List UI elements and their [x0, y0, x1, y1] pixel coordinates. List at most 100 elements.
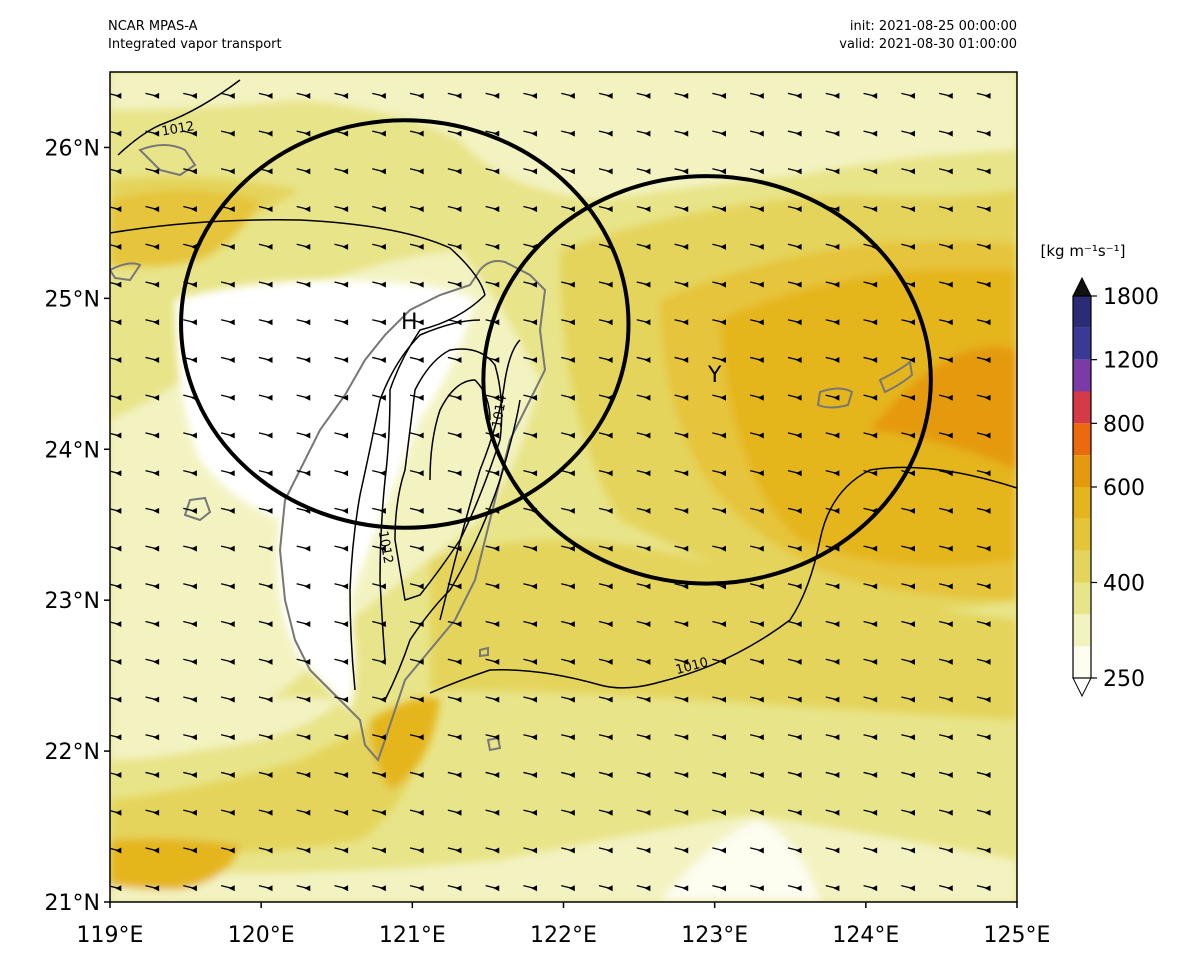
ivt-shading: [110, 72, 1017, 902]
colorbar: 250 400 600 800 1200 1800 [kg m⁻¹s⁻¹]: [1041, 242, 1159, 698]
wind-arrowhead: [946, 319, 953, 326]
wind-arrowhead: [115, 847, 122, 854]
wind-arrowhead: [304, 130, 311, 137]
wind-arrowhead: [984, 394, 991, 401]
wind-arrowhead: [304, 206, 311, 213]
wind-arrowhead: [568, 243, 575, 250]
wind-arrowhead: [531, 319, 538, 326]
wind-arrowhead: [795, 394, 802, 401]
wind-arrowhead: [795, 470, 802, 477]
wind-arrowhead: [455, 206, 462, 213]
wind-arrowhead: [531, 168, 538, 175]
wind-arrowhead: [795, 772, 802, 779]
wind-arrowhead: [757, 696, 764, 703]
wind-arrowhead: [908, 621, 915, 628]
wind-arrowhead: [984, 92, 991, 99]
wind-arrowhead: [153, 885, 160, 892]
wind-arrowhead: [417, 583, 424, 590]
wind-arrowhead: [908, 734, 915, 741]
wind-arrowhead: [228, 583, 235, 590]
wind-arrowhead: [871, 658, 878, 665]
colorbar-segment: [1073, 327, 1091, 360]
wind-arrowhead: [908, 281, 915, 288]
wind-arrowhead: [908, 545, 915, 552]
wind-arrowhead: [531, 583, 538, 590]
wind-arrowhead: [493, 357, 500, 364]
wind-arrowhead: [228, 847, 235, 854]
wind-arrowhead: [379, 621, 386, 628]
wind-arrowhead: [871, 206, 878, 213]
y-tick-label: 22°N: [45, 740, 100, 765]
wind-arrowhead: [228, 621, 235, 628]
wind-arrowhead: [342, 658, 349, 665]
wind-arrowhead: [568, 885, 575, 892]
wind-arrowhead: [644, 357, 651, 364]
wind-arrowhead: [342, 470, 349, 477]
wind-arrowhead: [153, 92, 160, 99]
colorbar-extend-bottom: [1072, 677, 1092, 698]
wind-arrowhead: [833, 206, 840, 213]
wind-arrowhead: [342, 772, 349, 779]
wind-arrowhead: [568, 507, 575, 514]
wind-arrowhead: [682, 243, 689, 250]
wind-arrowhead: [682, 847, 689, 854]
wind-arrowhead: [833, 734, 840, 741]
wind-arrowhead: [833, 432, 840, 439]
wind-arrowhead: [908, 470, 915, 477]
wind-arrowhead: [720, 470, 727, 477]
wind-arrowhead: [946, 168, 953, 175]
wind-arrowhead: [606, 281, 613, 288]
wind-arrowhead: [304, 583, 311, 590]
y-tick-label: 21°N: [45, 891, 100, 916]
wind-arrowhead: [417, 621, 424, 628]
wind-arrowhead: [266, 130, 273, 137]
wind-arrowhead: [115, 772, 122, 779]
wind-arrowhead: [984, 243, 991, 250]
wind-arrowhead: [606, 507, 613, 514]
y-tick-label: 23°N: [45, 589, 100, 614]
wind-arrowhead: [304, 394, 311, 401]
wind-arrowhead: [871, 885, 878, 892]
wind-arrowhead: [228, 394, 235, 401]
colorbar-segment: [1073, 582, 1091, 615]
wind-arrowhead: [493, 772, 500, 779]
wind-arrowhead: [228, 92, 235, 99]
colorbar-tick-label: 1800: [1103, 285, 1159, 310]
wind-arrowhead: [644, 92, 651, 99]
wind-arrowhead: [417, 507, 424, 514]
wind-arrowhead: [946, 470, 953, 477]
colorbar-segment: [1073, 518, 1091, 551]
colorbar-tick-label: 800: [1103, 412, 1145, 437]
wind-arrowhead: [266, 583, 273, 590]
wind-arrowhead: [833, 507, 840, 514]
wind-arrowhead: [871, 545, 878, 552]
wind-arrowhead: [379, 583, 386, 590]
wind-arrowhead: [531, 658, 538, 665]
wind-arrowhead: [531, 621, 538, 628]
x-tick-label: 125°E: [984, 923, 1051, 948]
colorbar-segment: [1073, 359, 1091, 392]
wind-arrowhead: [228, 507, 235, 514]
wind-arrowhead: [342, 545, 349, 552]
wind-arrowhead: [757, 470, 764, 477]
y-axis-ticks: 21°N 22°N 23°N 24°N 25°N 26°N: [45, 136, 110, 916]
wind-arrowhead: [644, 545, 651, 552]
wind-arrowhead: [115, 319, 122, 326]
wind-arrowhead: [379, 545, 386, 552]
wind-arrowhead: [568, 319, 575, 326]
wind-arrowhead: [153, 847, 160, 854]
wind-arrowhead: [757, 734, 764, 741]
colorbar-tick-label: 250: [1103, 667, 1145, 692]
wind-arrowhead: [455, 470, 462, 477]
wind-arrowhead: [757, 583, 764, 590]
wind-arrowhead: [682, 281, 689, 288]
wind-arrowhead: [342, 696, 349, 703]
wind-arrowhead: [720, 658, 727, 665]
wind-arrowhead: [228, 243, 235, 250]
wind-arrowhead: [682, 583, 689, 590]
wind-arrowhead: [455, 734, 462, 741]
wind-arrowhead: [568, 847, 575, 854]
wind-arrowhead: [455, 772, 462, 779]
wind-arrowhead: [153, 319, 160, 326]
wind-arrowhead: [531, 130, 538, 137]
